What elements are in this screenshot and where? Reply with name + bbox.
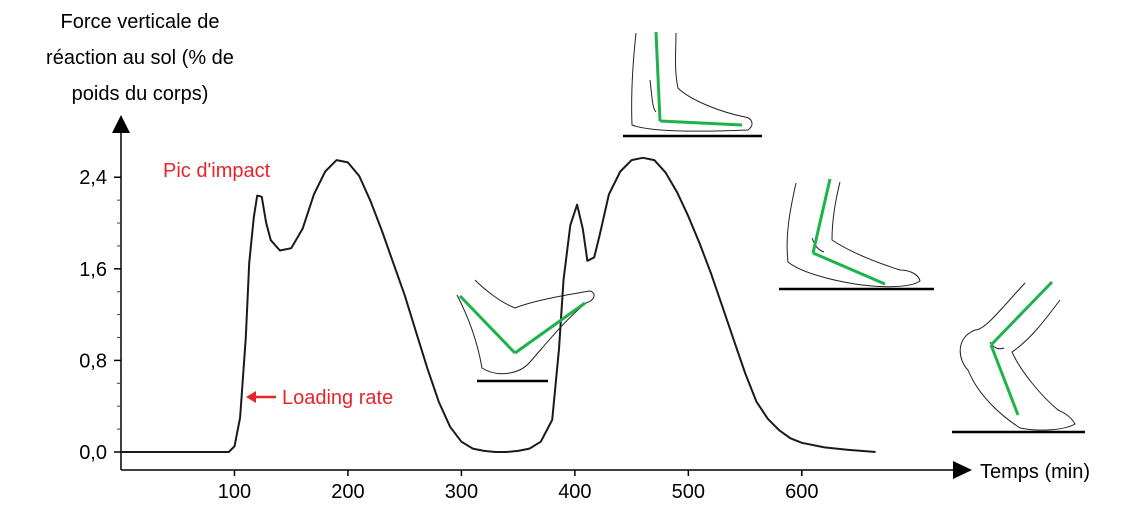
y-tick-label: 1,6: [79, 259, 107, 281]
loading-rate-arrow-icon: [246, 391, 276, 403]
y-tick-label: 0,0: [79, 442, 107, 464]
foot-heel-off-icon: [779, 178, 934, 291]
x-tick-label: 300: [445, 481, 478, 503]
x-axis-title: Temps (min): [980, 461, 1090, 483]
y-ticks: 0,0 0,8 1,6 2,4: [79, 167, 121, 464]
loading-rate-annotation: Loading rate: [282, 387, 393, 409]
y-axis-title-line-1: Force verticale de: [60, 11, 220, 33]
y-axis-arrow-icon: [112, 115, 130, 133]
x-axis-arrow-icon: [953, 461, 972, 479]
series-line: [121, 156, 876, 453]
x-tick-label: 600: [785, 481, 818, 503]
x-tick-label: 200: [331, 481, 364, 503]
foot-push-off-icon: [952, 280, 1085, 434]
x-tick-label: 400: [558, 481, 591, 503]
x-ticks: 100 200 300 400 500 600: [218, 470, 819, 503]
foot-toe-off-icon: [456, 279, 595, 383]
y-tick-label: 2,4: [79, 167, 107, 189]
foot-flat-icon: [623, 31, 762, 138]
x-tick-label: 500: [672, 481, 705, 503]
y-axis-title-line-3: poids du corps): [71, 83, 209, 105]
axes: [112, 115, 972, 479]
peak-annotation: Pic d'impact: [163, 160, 271, 182]
y-tick-label: 0,8: [79, 350, 107, 372]
y-axis-title-line-2: réaction au sol (% de: [46, 47, 234, 69]
x-tick-label: 100: [218, 481, 251, 503]
